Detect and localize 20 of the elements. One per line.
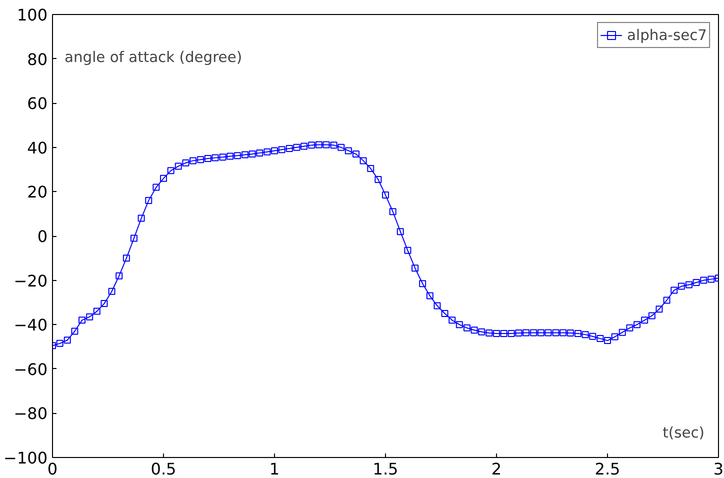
y-tick-label: 20 <box>27 182 48 202</box>
x-tick-label: 1 <box>269 460 280 478</box>
legend-label: alpha-sec7 <box>627 26 707 44</box>
y-tick-label: −60 <box>14 360 48 379</box>
y-tick-label: 40 <box>27 138 48 158</box>
x-tick-label: 0.5 <box>150 460 176 478</box>
y-tick-label: 0 <box>37 227 48 246</box>
y-tick-label: −80 <box>14 404 48 424</box>
y-tick-label: 80 <box>27 50 48 69</box>
y-tick-label: 60 <box>27 94 48 114</box>
y-axis-title: angle of attack (degree) <box>64 49 242 66</box>
x-tick-label: 2.5 <box>594 460 620 478</box>
y-tick-label: 100 <box>16 6 48 24</box>
x-tick-label: 2 <box>491 460 502 478</box>
y-tick-label: −20 <box>14 271 48 290</box>
x-tick-label: 3 <box>713 460 724 478</box>
x-axis-title: t(sec) <box>662 424 705 442</box>
x-tick-label: 1.5 <box>372 460 398 478</box>
y-tick-label: −100 <box>4 448 48 468</box>
y-tick-label: −40 <box>14 316 48 335</box>
